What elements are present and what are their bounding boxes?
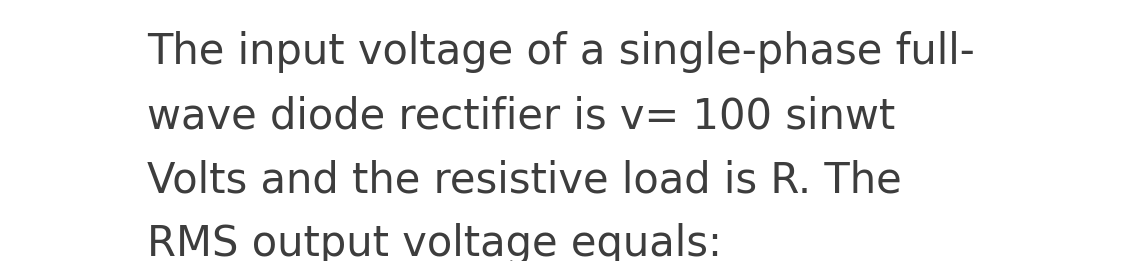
Text: RMS output voltage equals:: RMS output voltage equals: <box>147 223 722 261</box>
Text: Volts and the resistive load is R. The: Volts and the resistive load is R. The <box>147 159 901 201</box>
Text: The input voltage of a single-phase full-: The input voltage of a single-phase full… <box>147 31 974 73</box>
Text: wave diode rectifier is v= 100 sinwt: wave diode rectifier is v= 100 sinwt <box>147 95 896 137</box>
